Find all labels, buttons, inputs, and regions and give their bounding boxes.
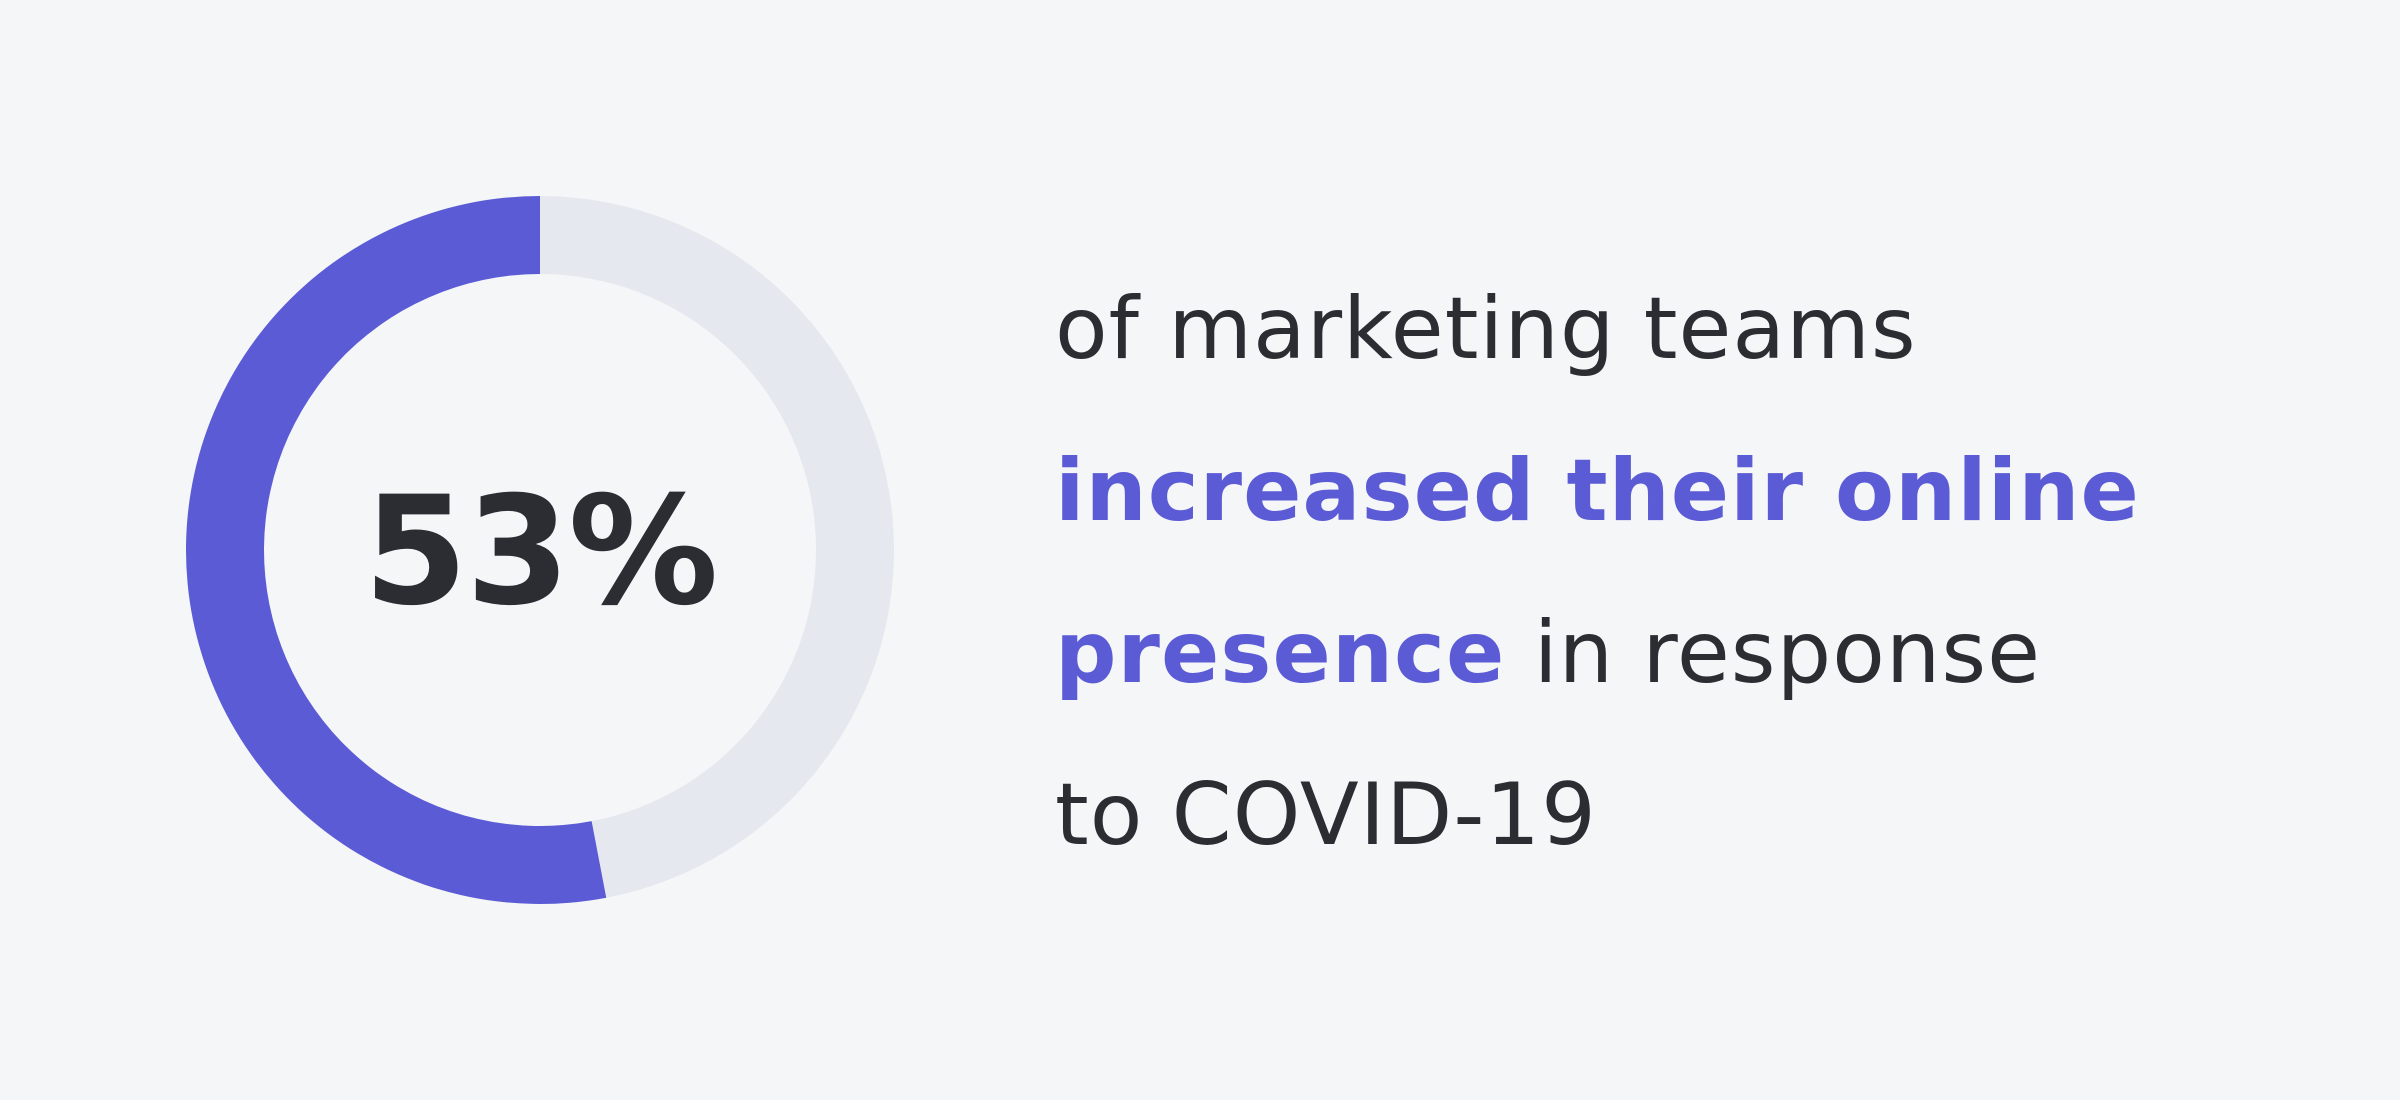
caption-highlight-2: presence <box>1055 603 1506 703</box>
donut-chart: 53% <box>185 195 895 905</box>
stat-caption: of marketing teams increased their onlin… <box>1055 248 2355 896</box>
caption-highlight-1: increased their online <box>1055 441 2140 541</box>
donut-slice-1 <box>185 196 607 905</box>
donut-svg: 53% <box>185 196 894 905</box>
caption-line-1: of marketing teams <box>1055 279 1917 379</box>
caption-line-3-rest: in response <box>1505 603 2042 703</box>
donut-slices <box>185 196 894 905</box>
caption-line-4: to COVID-19 <box>1055 765 1597 865</box>
caption-line-2: increased their online <box>1055 410 2355 572</box>
caption-line-3: presence in response <box>1055 572 2355 734</box>
donut-value-label: 53% <box>363 465 716 639</box>
donut-slice-2 <box>540 196 894 898</box>
